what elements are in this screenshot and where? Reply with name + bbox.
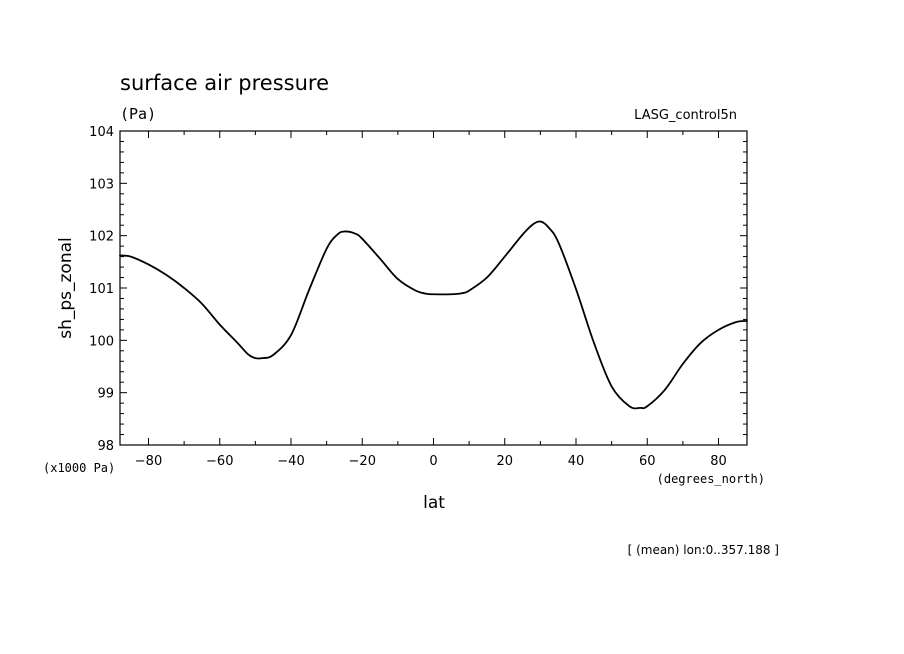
dataset-label: LASG_control5n bbox=[634, 108, 737, 123]
x-tick-label: −40 bbox=[277, 454, 304, 469]
x-tick-label: 20 bbox=[496, 454, 513, 469]
x-tick-label: 60 bbox=[639, 454, 656, 469]
x-tick-label: −20 bbox=[349, 454, 376, 469]
x-unit-note: (degrees_north) bbox=[657, 472, 765, 486]
y-axis: 98 99 100 101 102 103 104 bbox=[89, 125, 747, 454]
footnote: [ (mean) lon:0..357.188 ] bbox=[628, 543, 779, 557]
y-tick-label: 104 bbox=[89, 125, 114, 140]
plot-frame bbox=[119, 130, 748, 446]
x-tick-label: 0 bbox=[429, 454, 437, 469]
x-axis-label: lat bbox=[423, 493, 445, 513]
x-tick-label: 40 bbox=[568, 454, 585, 469]
y-tick-label: 99 bbox=[97, 387, 114, 402]
y-scale-note: (x1000 Pa) bbox=[43, 461, 115, 475]
y-tick-label: 103 bbox=[89, 177, 114, 192]
chart-title: surface air pressure bbox=[120, 71, 329, 95]
x-tick-label: −60 bbox=[206, 454, 233, 469]
x-tick-label: −80 bbox=[135, 454, 162, 469]
y-tick-label: 101 bbox=[89, 282, 114, 297]
y-axis-label: sh_ps_zonal bbox=[56, 237, 76, 339]
units-label: (Pa) bbox=[120, 105, 156, 123]
x-axis: −80 −60 −40 −20 0 20 40 60 80 bbox=[135, 131, 727, 469]
series-line bbox=[119, 220, 748, 410]
y-tick-label: 102 bbox=[89, 230, 114, 245]
y-tick-label: 100 bbox=[89, 334, 114, 349]
y-tick-label: 98 bbox=[97, 439, 114, 454]
x-tick-label: 80 bbox=[710, 454, 727, 469]
